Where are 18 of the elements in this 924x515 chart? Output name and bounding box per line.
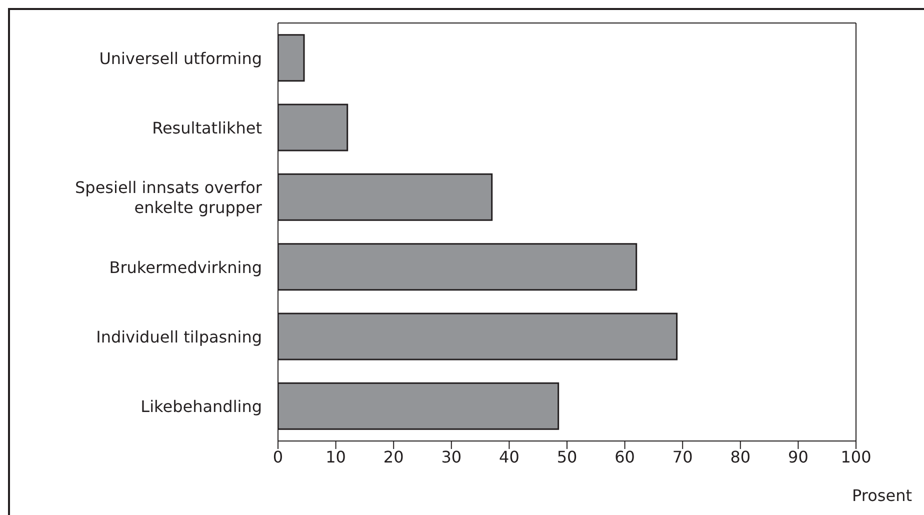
x-tick-label: 100 bbox=[840, 447, 872, 466]
y-tick-label: Universell utforming bbox=[99, 48, 262, 68]
x-tick-label: 10 bbox=[326, 447, 346, 466]
x-tick-label: 0 bbox=[272, 447, 284, 466]
y-tick-label: Individuell tilpasning bbox=[96, 327, 262, 346]
x-axis-title: Prosent bbox=[852, 486, 912, 505]
x-tick-label: 50 bbox=[556, 447, 578, 466]
y-tick-label: Likebehandling bbox=[140, 396, 262, 416]
x-tick-label: 20 bbox=[383, 447, 404, 466]
x-tick-label: 30 bbox=[441, 447, 462, 466]
x-tick-label: 60 bbox=[614, 447, 635, 466]
y-tick-label: Spesiell innsats overfor enkelte grupper bbox=[75, 178, 262, 217]
y-tick-label: Brukermedvirkning bbox=[109, 257, 262, 276]
x-tick-label: 70 bbox=[672, 447, 693, 466]
y-tick-label: Resultatlikhet bbox=[152, 118, 262, 137]
x-tick-label: 80 bbox=[730, 447, 751, 466]
x-tick-label: 90 bbox=[788, 447, 808, 466]
x-tick-label: 40 bbox=[499, 447, 520, 466]
